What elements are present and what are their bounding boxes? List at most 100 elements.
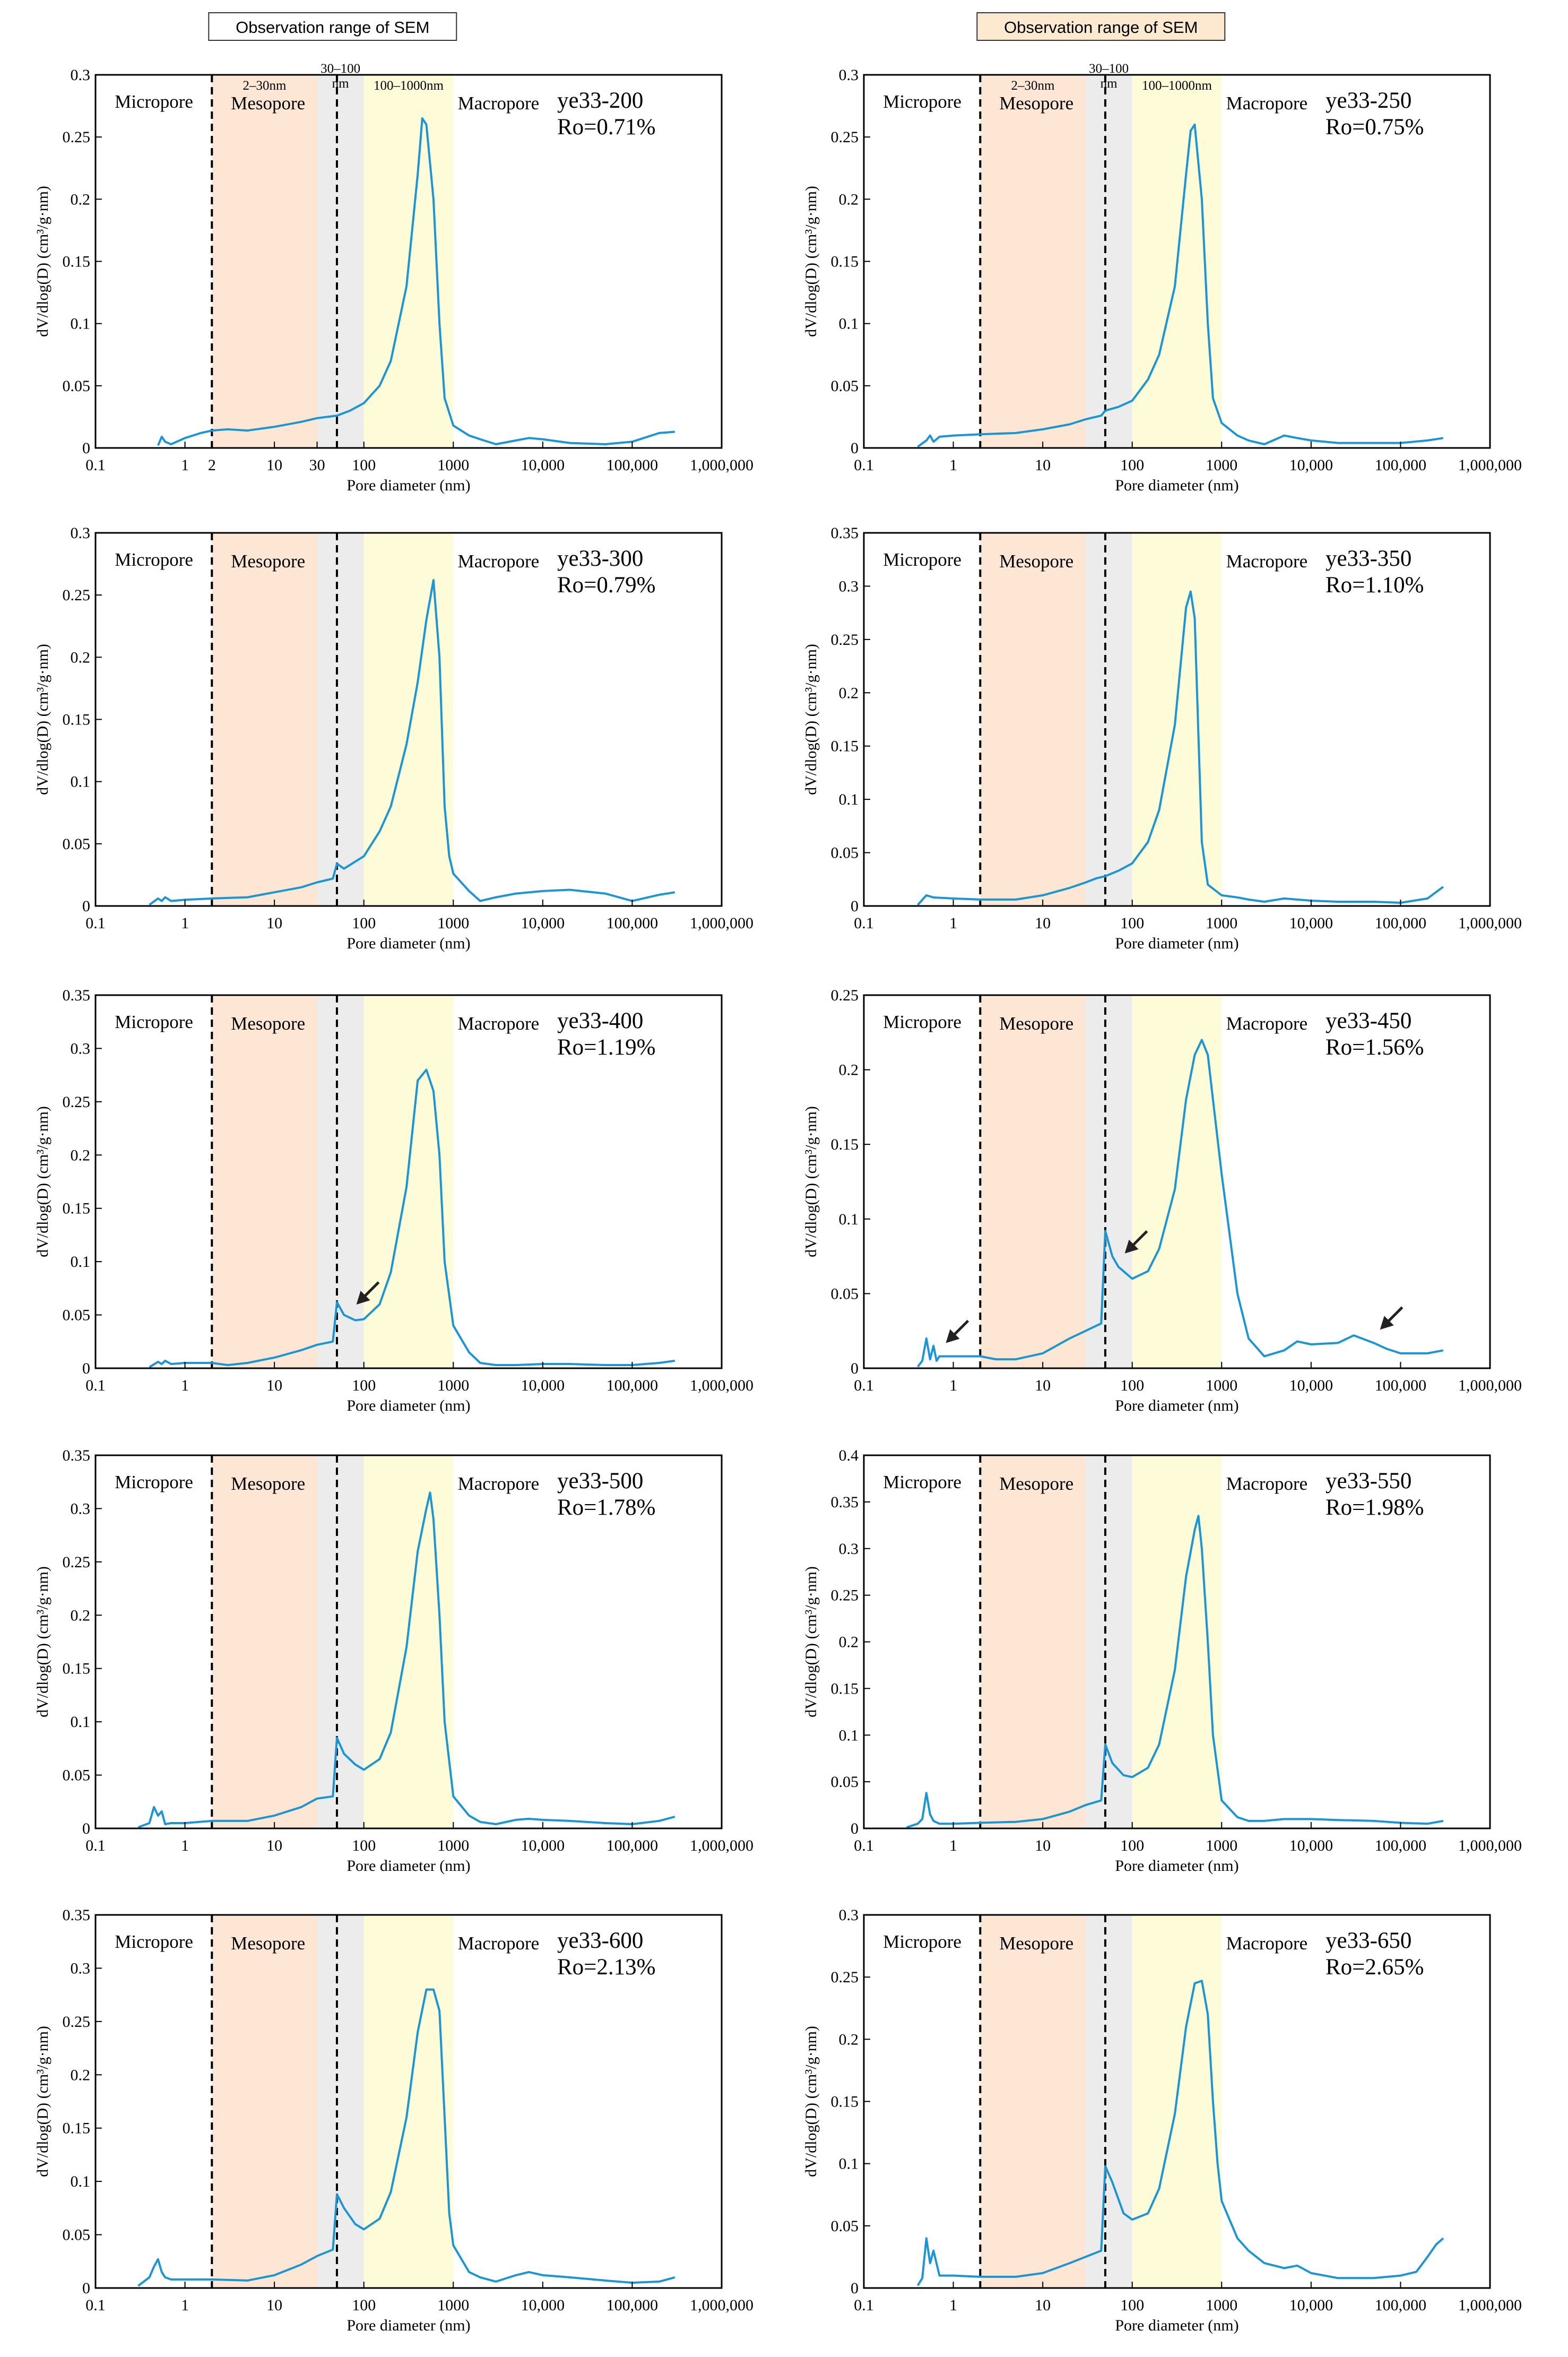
y-tick-label: 0.05 [63, 1767, 91, 1784]
x-tick-label: 1,000,000 [690, 914, 753, 932]
y-tick-label: 0.25 [831, 128, 859, 146]
chart-panel-ye33-550: 0 0.05 0.1 0.15 0.2 0.25 0.3 0.35 0.4 0.1 1 10 100 10… [802, 1447, 1522, 1875]
y-tick-label: 0 [851, 439, 859, 457]
y-tick-label: 0.3 [839, 1540, 859, 1558]
x-tick-label: 10,000 [1289, 1837, 1333, 1854]
x-tick-label: 0.1 [854, 2296, 874, 2314]
transition-band [317, 995, 364, 1368]
mesopore-band [980, 1455, 1086, 1828]
y-tick-label: 0.05 [63, 835, 91, 853]
region-label-micropore: Micropore [883, 549, 961, 570]
x-tick-label: 100 [1120, 1377, 1144, 1394]
sem-header-label: Observation range of SEM [236, 18, 429, 37]
x-tick-label: 100,000 [1375, 456, 1427, 474]
x-tick-label: 0.1 [854, 1377, 874, 1394]
mesopore-band [980, 1915, 1086, 2288]
x-tick-label: 100 [1120, 456, 1144, 474]
y-tick-label: 0.2 [71, 1607, 91, 1624]
x-tick-label: 1,000,000 [1458, 914, 1522, 932]
plot-frame [863, 532, 1491, 907]
region-label-micropore: Micropore [883, 1931, 961, 1952]
chart-panel-ye33-650: 0 0.05 0.1 0.15 0.2 0.25 0.3 0.1 1 10 100 1000 10,00… [802, 1906, 1522, 2334]
y-tick-label: 0.1 [839, 315, 859, 333]
x-tick-label: 1000 [1206, 914, 1237, 932]
ro-value-label: Ro=2.65% [1326, 1955, 1424, 1980]
y-axis-title: dV/dlog(D) (cm³/g·nm) [802, 1566, 820, 1717]
sample-id-label: ye33-550 [1326, 1469, 1411, 1493]
x-tick-label: 1,000,000 [1458, 1837, 1522, 1854]
chart-panel-ye33-300: 0 0.05 0.1 0.15 0.2 0.25 0.3 0.1 1 10 100 1000 10,00… [34, 524, 753, 952]
mesopore-band [980, 533, 1086, 906]
x-tick-label: 30 [309, 456, 325, 474]
macropore-band [1132, 1455, 1222, 1828]
x-tick-label: 1 [949, 1377, 957, 1394]
y-tick-label: 0.25 [831, 987, 859, 1004]
region-label-mesopore: Mesopore [999, 1473, 1073, 1494]
range-label-transition: 30–100 [1089, 62, 1129, 76]
y-tick-label: 0.1 [71, 2173, 91, 2190]
x-tick-label: 1 [181, 1837, 189, 1854]
region-label-macropore: Macropore [458, 1013, 540, 1034]
y-tick-label: 0.15 [831, 1680, 859, 1697]
y-tick-label: 0.2 [839, 684, 859, 702]
macropore-band [363, 1455, 454, 1828]
x-tick-label: 1000 [437, 1377, 469, 1394]
sem-observation-headers: Observation range of SEM Observation rang… [208, 12, 1226, 41]
x-tick-label: 0.1 [85, 1837, 106, 1854]
x-tick-label: 100 [352, 2296, 376, 2314]
distribution-curve [906, 1515, 1444, 1829]
sample-id-label: ye33-500 [557, 1469, 643, 1493]
x-tick-label: 100,000 [1375, 1377, 1427, 1394]
y-tick-label: 0.05 [63, 1307, 91, 1324]
y-tick-label: 0.35 [63, 1447, 91, 1464]
y-tick-label: 0.05 [831, 1773, 859, 1791]
mesopore-band [212, 995, 317, 1368]
region-label-micropore: Micropore [115, 1931, 193, 1952]
y-axis-title: dV/dlog(D) (cm³/g·nm) [802, 644, 820, 795]
x-tick-label: 0.1 [85, 456, 106, 474]
x-tick-label: 10 [1035, 914, 1051, 932]
range-label-transition-unit: nm [1101, 76, 1118, 91]
y-tick-label: 0.15 [63, 1200, 91, 1218]
x-axis-title: Pore diameter (nm) [1115, 935, 1238, 952]
x-tick-label: 100,000 [607, 1837, 659, 1854]
transition-band [317, 75, 364, 448]
y-tick-label: 0.25 [63, 2013, 91, 2031]
x-tick-label: 100,000 [607, 914, 659, 932]
x-tick-label: 1 [949, 1837, 957, 1854]
x-tick-label: 1,000,000 [1458, 456, 1522, 474]
x-tick-label: 1000 [437, 1837, 469, 1854]
x-tick-label: 1,000,000 [1458, 2296, 1522, 2314]
x-tick-label: 10 [266, 1837, 282, 1854]
y-tick-label: 0.15 [63, 253, 91, 271]
y-tick-label: 0.1 [71, 773, 91, 791]
x-tick-label: 100 [352, 914, 376, 932]
mesopore-band [212, 75, 317, 448]
y-tick-label: 0.3 [71, 1959, 91, 1977]
y-axis-title: dV/dlog(D) (cm³/g·nm) [802, 1106, 820, 1257]
x-tick-label: 1000 [1206, 1377, 1237, 1394]
plot-frame [94, 1914, 723, 2289]
y-tick-label: 0.1 [71, 1713, 91, 1731]
y-tick-label: 0.3 [71, 1500, 91, 1517]
chart-panel-ye33-450: 0 0.05 0.1 0.15 0.2 0.25 0.1 1 10 100 1000 10,000 10… [802, 987, 1522, 1414]
x-tick-label: 100,000 [1375, 2296, 1427, 2314]
x-tick-label: 1000 [437, 456, 469, 474]
macropore-band [363, 533, 454, 906]
sample-id-label: ye33-350 [1326, 546, 1411, 571]
ro-value-label: Ro=1.78% [557, 1495, 656, 1520]
x-axis-title: Pore diameter (nm) [346, 477, 470, 494]
annotation-arrow-head [1380, 1316, 1394, 1330]
y-tick-label: 0.35 [63, 1906, 91, 1924]
x-tick-label: 1000 [1206, 2296, 1237, 2314]
x-tick-label: 10,000 [1289, 1377, 1333, 1394]
distribution-curve [149, 579, 675, 906]
region-label-macropore: Macropore [458, 551, 540, 572]
distribution-curve [157, 117, 675, 446]
y-tick-label: 0.05 [831, 1285, 859, 1302]
y-tick-label: 0.2 [839, 191, 859, 208]
chart-panel-ye33-400: 0 0.05 0.1 0.15 0.2 0.25 0.3 0.35 0.1 1 10 100 1000 1… [34, 987, 753, 1414]
